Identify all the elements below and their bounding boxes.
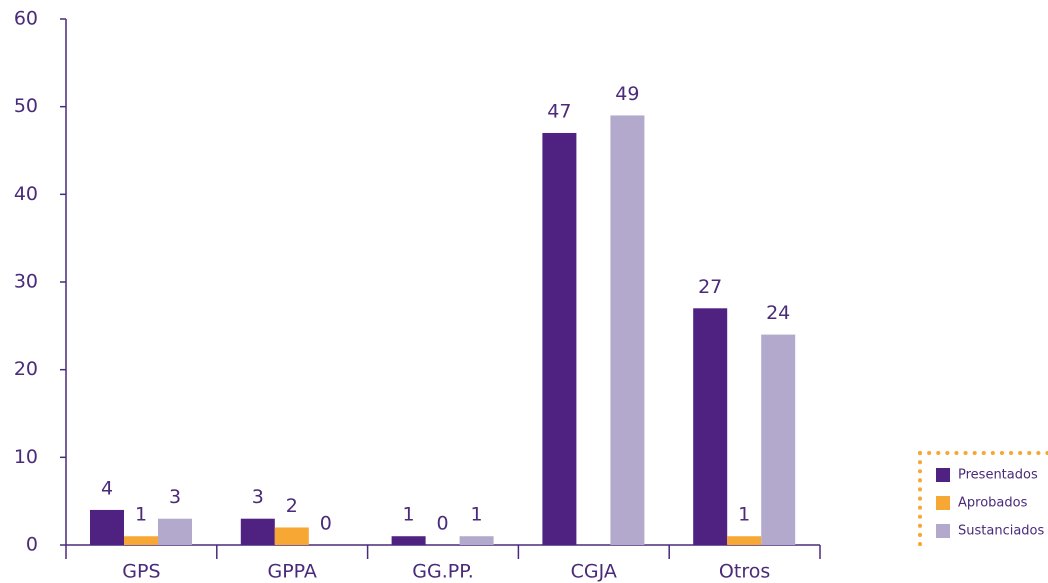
value-label: 1 (471, 504, 483, 526)
bar (240, 518, 275, 545)
y-tick-label: 40 (14, 183, 38, 205)
value-label: 1 (135, 504, 147, 526)
value-label: 24 (766, 302, 790, 324)
value-label: 0 (320, 513, 332, 535)
legend-swatch (936, 468, 950, 482)
legend-swatch (936, 524, 950, 538)
value-label: 4 (101, 477, 113, 499)
bar (90, 509, 124, 545)
bar (124, 536, 158, 545)
x-tick-label: Otros (719, 561, 770, 583)
x-tick-label: GPS (122, 561, 160, 583)
y-tick-label: 20 (14, 358, 38, 380)
y-tick-label: 0 (26, 534, 38, 556)
value-label: 3 (169, 486, 181, 508)
value-label: 2 (286, 495, 298, 517)
legend-swatch (936, 496, 950, 510)
value-label: 1 (403, 504, 415, 526)
x-tick-label: GG.PP. (412, 561, 473, 583)
legend-label: Aprobados (958, 496, 1028, 511)
bar (761, 334, 796, 545)
bar (693, 308, 728, 545)
x-tick-label: GPPA (267, 561, 316, 583)
y-tick-label: 50 (14, 95, 38, 117)
bar (391, 536, 426, 545)
legend-label: Sustanciados (958, 524, 1044, 539)
bar (727, 536, 762, 545)
bar (610, 115, 645, 545)
bar (274, 527, 309, 545)
y-tick-label: 10 (14, 446, 38, 468)
legend-label: Presentados (958, 468, 1038, 483)
value-label: 3 (252, 486, 264, 508)
bar (459, 536, 494, 545)
bar (158, 518, 192, 545)
value-label: 27 (698, 276, 722, 298)
value-label: 1 (738, 504, 750, 526)
value-label: 0 (437, 513, 449, 535)
x-tick-label: CGJA (571, 561, 617, 583)
value-label: 49 (615, 83, 639, 105)
y-tick-label: 30 (14, 271, 38, 293)
bar (542, 132, 577, 545)
y-tick-label: 60 (14, 8, 38, 30)
value-label: 47 (547, 100, 571, 122)
